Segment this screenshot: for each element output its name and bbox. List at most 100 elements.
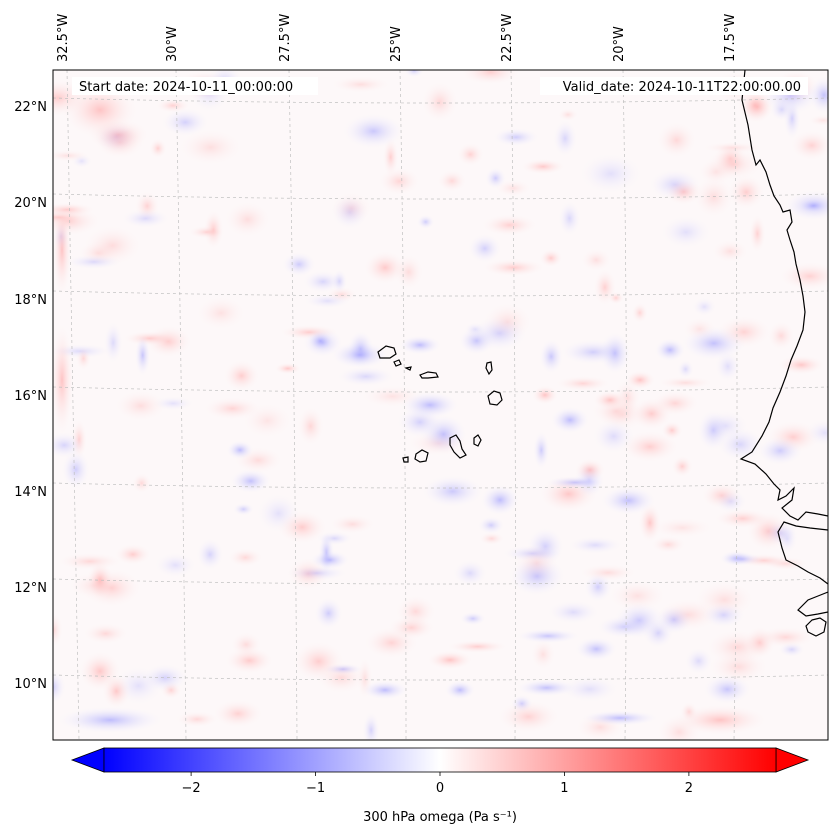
- omega-cell: [328, 514, 377, 535]
- omega-cell: [436, 169, 468, 193]
- omega-cell: [762, 520, 799, 547]
- omega-cell: [501, 544, 564, 563]
- omega-cell: [702, 409, 750, 442]
- lat-label-12n: 12°N: [14, 581, 47, 596]
- omega-cell: [713, 489, 748, 514]
- omega-cell: [187, 225, 226, 239]
- omega-cell: [160, 107, 210, 138]
- omega-cell: [692, 175, 736, 220]
- omega-cell: [229, 468, 273, 494]
- omega-cell: [275, 509, 329, 545]
- omega-cell: [559, 338, 627, 366]
- lat-label-22n: 22°N: [14, 100, 47, 115]
- omega-cell: [631, 302, 649, 324]
- lat-label-14n: 14°N: [14, 485, 47, 500]
- omega-cell: [296, 405, 325, 447]
- colorbar-extend-min: [70, 747, 105, 773]
- omega-cell: [532, 430, 550, 471]
- omega-cell: [75, 346, 92, 371]
- omega-cell: [63, 254, 124, 270]
- omega-cell: [519, 158, 567, 175]
- valid-date-box: [540, 77, 808, 95]
- island-sao-nicolau: [419, 371, 439, 379]
- graticule: [53, 70, 828, 740]
- omega-cell: [649, 516, 715, 539]
- start-date-box: [72, 77, 318, 95]
- omega-cell: [420, 474, 485, 509]
- omega-cell: [273, 362, 302, 375]
- omega-cell: [720, 552, 765, 566]
- omega-cell: [715, 314, 773, 350]
- omega-cell: [726, 173, 766, 211]
- omega-cell: [307, 330, 334, 352]
- omega-cell: [196, 537, 225, 572]
- parallel-line: [53, 290, 828, 297]
- omega-cell-strong: [310, 550, 350, 570]
- island-sao-vicente: [393, 359, 402, 367]
- omega-cell: [663, 178, 704, 206]
- omega-cell-strong: [654, 338, 686, 362]
- parallel-line: [53, 97, 828, 104]
- lon-label-27-5w: 27.5°W: [278, 14, 293, 62]
- omega-cell: [507, 555, 567, 597]
- omega-cell: [529, 638, 557, 671]
- omega-cell: [804, 418, 828, 447]
- omega-cell: [313, 596, 344, 630]
- omega-cell-strong: [592, 390, 628, 410]
- island-maio: [473, 434, 482, 447]
- omega-cell: [480, 258, 547, 277]
- island-sal: [485, 361, 493, 376]
- omega-cell-strong: [226, 440, 254, 460]
- omega-cell: [53, 149, 91, 162]
- omega-cell: [514, 628, 582, 644]
- omega-cell: [756, 435, 804, 466]
- omega-cell: [495, 699, 562, 735]
- omega-cell: [222, 359, 261, 393]
- latitude-labels: 22°N 20°N 18°N 16°N 14°N 12°N 10°N: [14, 100, 47, 692]
- omega-cell: [101, 672, 132, 710]
- lon-label-32-5w: 32.5°W: [56, 14, 71, 62]
- omega-cell: [712, 508, 773, 529]
- colorbar-tick-label: −1: [306, 781, 325, 796]
- omega-cell: [478, 531, 505, 546]
- parallel-line: [53, 674, 828, 681]
- omega-cell-strong: [330, 341, 390, 369]
- omega-cell: [554, 375, 612, 392]
- omega-cell: [61, 448, 91, 491]
- lat-label-18n: 18°N: [14, 293, 47, 308]
- omega-field: [53, 70, 828, 740]
- longitude-labels: 32.5°W 30°W 27.5°W 25°W 22.5°W 20°W 17.5…: [56, 14, 738, 62]
- omega-cell: [141, 663, 189, 693]
- lat-label-10n: 10°N: [14, 677, 47, 692]
- omega-cell: [211, 698, 265, 729]
- omega-cell: [559, 675, 620, 703]
- lat-label-20n: 20°N: [14, 196, 47, 211]
- omega-cell: [103, 320, 124, 365]
- omega-cell: [177, 128, 245, 167]
- omega-cell: [691, 297, 717, 317]
- omega-cell: [302, 292, 353, 309]
- omega-cell: [194, 295, 248, 331]
- omega-cell: [654, 604, 694, 635]
- omega-cell-strong: [624, 370, 656, 390]
- island-boa-vista: [487, 390, 503, 406]
- omega-cell: [546, 599, 601, 625]
- omega-cell: [281, 251, 317, 278]
- colorbar-body: [103, 747, 777, 773]
- omega-cell-strong: [574, 458, 606, 482]
- omega-cell-strong: [361, 680, 409, 700]
- omega-cell: [134, 333, 151, 377]
- omega-cell: [386, 615, 437, 641]
- lon-label-30w: 30°W: [165, 26, 180, 62]
- omega-cell: [577, 563, 639, 582]
- coastlines: [377, 70, 828, 637]
- omega-cell: [174, 710, 220, 728]
- colorbar-tick-label: 1: [560, 781, 568, 796]
- omega-cell: [336, 366, 396, 387]
- omega-cell: [120, 208, 171, 229]
- omega-cell: [580, 247, 613, 273]
- lon-label-25w: 25°W: [389, 26, 404, 62]
- omega-cell-strong: [480, 484, 520, 516]
- omega-cell: [480, 213, 539, 237]
